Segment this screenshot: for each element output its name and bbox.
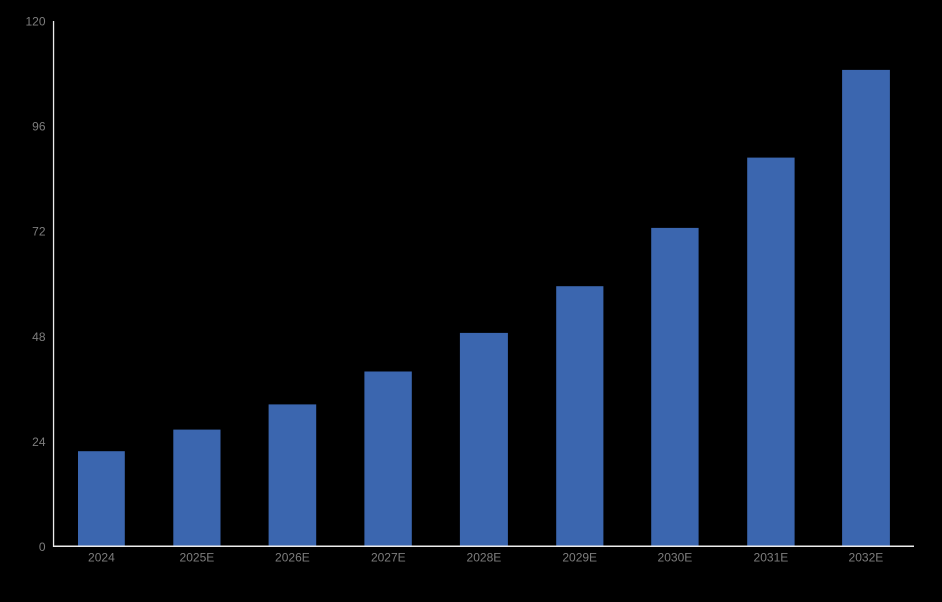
- svg-text:2032E: 2032E: [849, 550, 884, 564]
- svg-text:2029E: 2029E: [562, 550, 597, 564]
- svg-text:72: 72: [32, 225, 46, 239]
- svg-text:2031E: 2031E: [754, 550, 789, 564]
- svg-text:120: 120: [25, 15, 45, 29]
- svg-text:2026E: 2026E: [275, 550, 310, 564]
- svg-text:2024: 2024: [88, 550, 115, 564]
- svg-text:24: 24: [32, 435, 46, 449]
- svg-text:48: 48: [32, 330, 46, 344]
- svg-text:2030E: 2030E: [658, 550, 693, 564]
- svg-text:0: 0: [39, 540, 46, 554]
- svg-text:2028E: 2028E: [467, 550, 502, 564]
- svg-text:2027E: 2027E: [371, 550, 406, 564]
- svg-text:2025E: 2025E: [180, 550, 215, 564]
- svg-text:96: 96: [32, 120, 46, 134]
